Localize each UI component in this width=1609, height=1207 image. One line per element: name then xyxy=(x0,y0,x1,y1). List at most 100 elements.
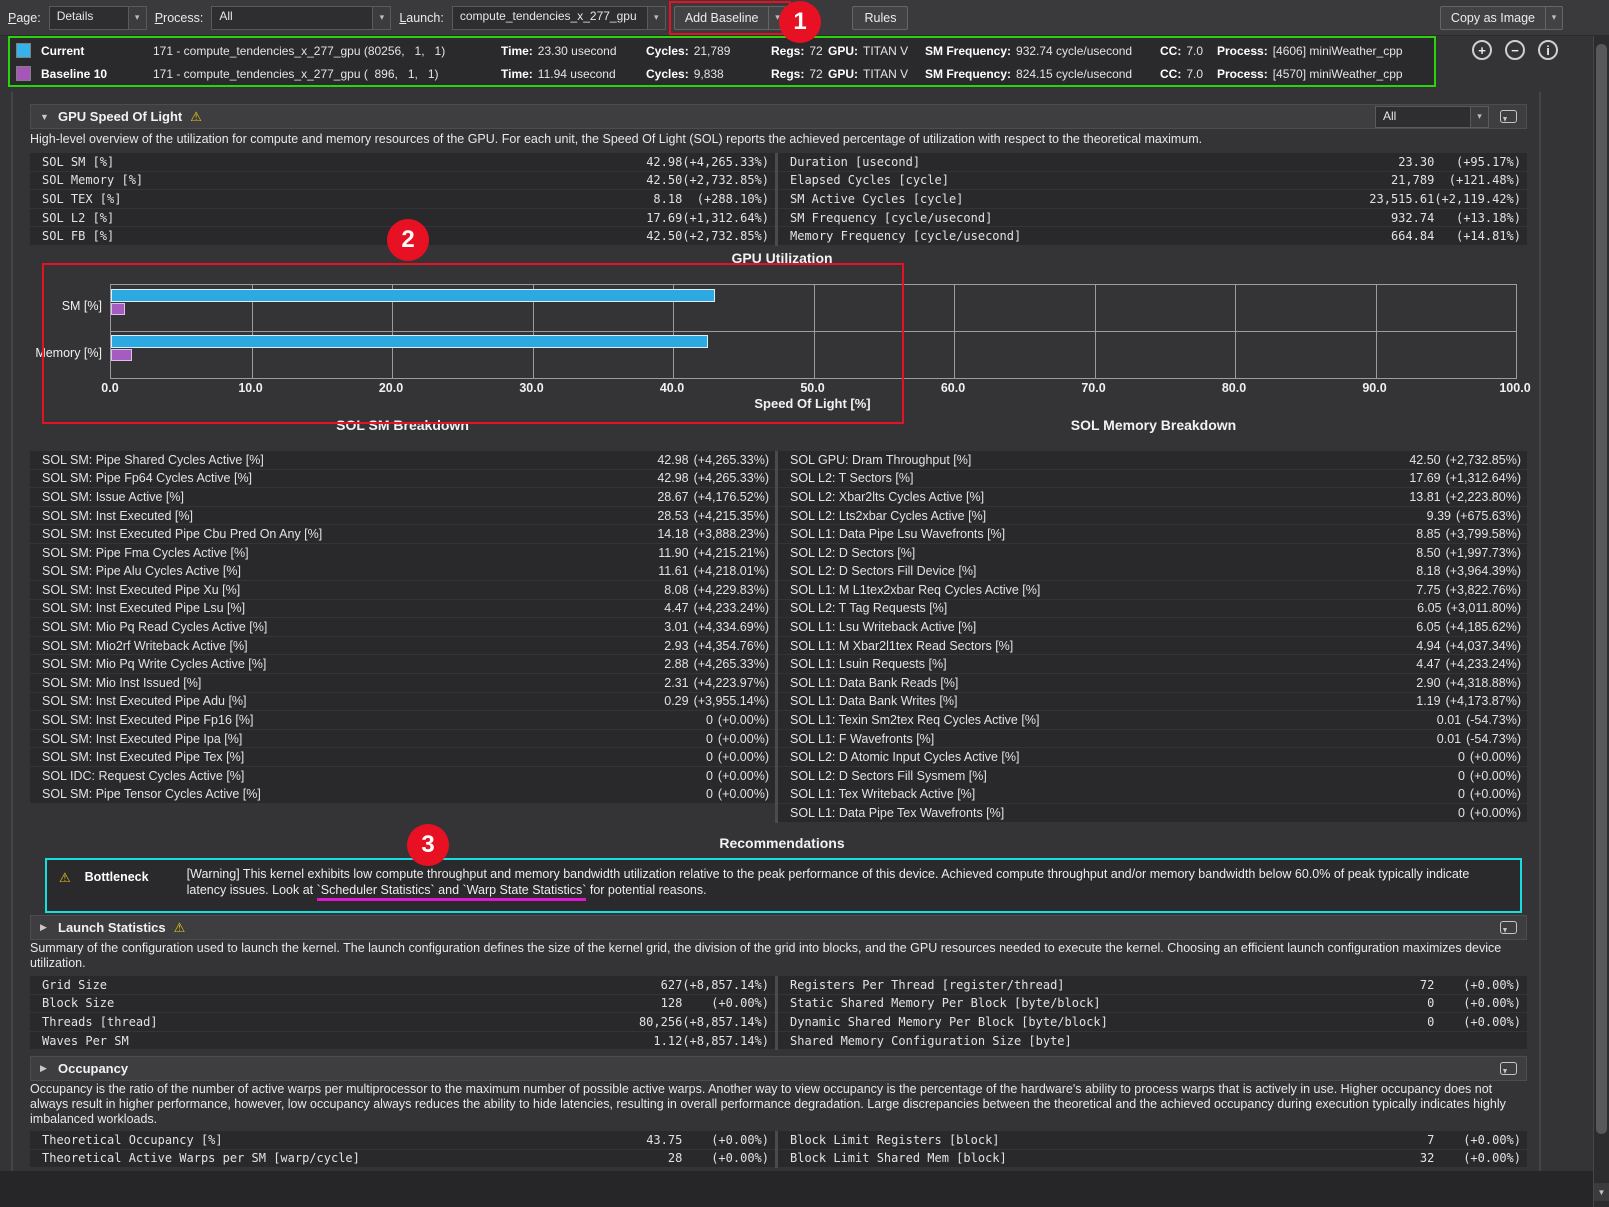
scroll-down-icon[interactable]: ▼ xyxy=(1594,1183,1609,1201)
zoom-out-icon[interactable]: − xyxy=(1505,40,1525,60)
current-kernel-row[interactable]: Current 171 - compute_tendencies_x_277_g… xyxy=(10,39,1434,62)
metric-delta: (+3,888.23%) xyxy=(693,527,769,542)
kernel-stat: GPU: TITAN V xyxy=(828,67,925,81)
chevron-down-icon[interactable]: ▾ xyxy=(1546,5,1563,30)
metric-label: Block Limit Shared Mem [block] xyxy=(790,1151,1007,1166)
table-divider xyxy=(775,451,778,823)
info-icon[interactable]: i xyxy=(1538,40,1558,60)
warp-state-statistics-link[interactable]: `Warp State Statistics` xyxy=(462,883,587,897)
stat-label: Process: xyxy=(1217,66,1268,81)
zoom-in-icon[interactable]: + xyxy=(1472,40,1492,60)
metric-label: SOL L1: Data Pipe Tex Wavefronts [%] xyxy=(790,805,1005,820)
metric-label: SM Frequency [cycle/usecond] xyxy=(790,210,993,225)
metric-value: 0 xyxy=(705,787,713,802)
metric-values: 9.39 (+675.63%) xyxy=(1427,509,1527,523)
comment-bubble-icon[interactable] xyxy=(1500,921,1517,934)
table-row: SOL L1: M Xbar2l1tex Read Sectors [%] 4.9… xyxy=(778,636,1527,655)
metric-value: 17.69 xyxy=(1409,471,1441,486)
collapse-arrow-icon[interactable]: ▶ xyxy=(40,922,47,932)
metric-delta: (+4,223.97%) xyxy=(693,675,769,690)
table-row: SOL L2: Xbar2lts Cycles Active [%] 13.81 (… xyxy=(778,488,1527,506)
baseline-color-swatch[interactable] xyxy=(16,66,31,81)
metric-delta: (+0.00%) xyxy=(1463,996,1521,1011)
metric-values: 0 (+0.00%) xyxy=(706,787,775,801)
metric-delta: (+121.48%) xyxy=(1448,173,1521,188)
metric-value: 42.50 xyxy=(646,173,683,188)
stat-value: 824.15 cycle/usecond xyxy=(1016,66,1133,81)
comment-bubble-icon[interactable] xyxy=(1500,110,1517,123)
rules-button[interactable]: Rules xyxy=(852,5,909,30)
metric-value: 2.90 xyxy=(1416,675,1441,690)
metric-values: 0.01 (-54.73%) xyxy=(1437,713,1527,727)
metric-value: 128 xyxy=(660,996,683,1011)
table-row: SOL SM: Inst Executed Pipe Cbu Pred On A… xyxy=(30,525,775,543)
metric-value: 8.08 xyxy=(664,582,689,597)
metric-delta: (+0.00%) xyxy=(1469,768,1521,783)
metric-value: 2.88 xyxy=(664,657,689,672)
table-row: SOL SM: Pipe Tensor Cycles Active [%] 0 (+… xyxy=(30,785,775,804)
current-color-swatch[interactable] xyxy=(16,43,31,58)
metric-delta: (+0.00%) xyxy=(1469,787,1521,802)
section-filter-dropdown[interactable]: All ▾ xyxy=(1375,105,1489,128)
add-baseline-label: Add Baseline xyxy=(673,5,770,30)
metric-value: 11.90 xyxy=(658,545,689,560)
page-dropdown[interactable]: Details ▾ xyxy=(48,5,147,30)
metric-label: Registers Per Thread [register/thread] xyxy=(790,977,1065,992)
metric-label: SOL L1: M L1tex2xbar Req Cycles Active [… xyxy=(790,582,1041,597)
chevron-down-icon[interactable]: ▾ xyxy=(646,6,665,29)
stat-label: GPU: xyxy=(828,43,858,58)
metric-value: 28.53 xyxy=(657,508,689,523)
sol-memory-breakdown-table: SOL GPU: Dram Throughput [%] 42.50 (+2,732… xyxy=(778,451,1527,823)
kernel-name: 171 - compute_tendencies_x_277_gpu ( 896… xyxy=(153,66,439,81)
vertical-scrollbar[interactable]: ▼ xyxy=(1593,36,1609,1207)
section-header-launch-statistics[interactable]: ▶ Launch Statistics ⚠ xyxy=(30,915,1527,940)
chevron-down-icon[interactable]: ▾ xyxy=(1470,106,1488,127)
chevron-down-icon[interactable]: ▾ xyxy=(372,6,391,29)
launch-dropdown[interactable]: compute_tendencies_x_277_gpu ▾ xyxy=(451,5,666,30)
collapse-arrow-icon[interactable]: ▼ xyxy=(40,111,49,122)
metric-label: SOL L1: Data Bank Writes [%] xyxy=(790,694,958,709)
scheduler-statistics-link[interactable]: `Scheduler Statistics` xyxy=(316,883,435,897)
copy-as-image-button[interactable]: Copy as Image ▾ xyxy=(1439,5,1563,30)
section-header-gpu-speed-of-light[interactable]: ▼ GPU Speed Of Light ⚠ All ▾ xyxy=(30,104,1527,129)
metric-label: SOL L1: Texin Sm2tex Req Cycles Active [… xyxy=(790,712,1040,727)
copy-as-image-label: Copy as Image xyxy=(1439,5,1546,30)
table-row: SOL TEX [%] 8.18 (+288.10%) xyxy=(30,190,775,208)
metric-label: SOL L1: Tex Writeback Active [%] xyxy=(790,787,976,802)
chevron-down-icon[interactable]: ▾ xyxy=(127,6,146,29)
chart-x-tick-label: 0.0 xyxy=(101,381,119,395)
table-row: SOL SM: Issue Active [%] 28.67 (+4,176.52%… xyxy=(30,488,775,506)
metric-label: Static Shared Memory Per Block [byte/blo… xyxy=(790,996,1101,1011)
metric-value: 11.61 xyxy=(658,564,689,579)
comment-bubble-icon[interactable] xyxy=(1500,1062,1517,1075)
section-header-occupancy[interactable]: ▶ Occupancy xyxy=(30,1056,1527,1081)
scrollbar-thumb[interactable] xyxy=(1596,44,1607,1134)
metric-delta: (+4,173.87%) xyxy=(1445,694,1521,709)
table-row: SOL SM [%] 42.98 (+4,265.33%) xyxy=(30,153,775,171)
add-baseline-button[interactable]: Add Baseline ▾ xyxy=(673,5,787,30)
table-row: SOL SM: Mio Inst Issued [%] 2.31 (+4,223.9… xyxy=(30,673,775,692)
current-bar xyxy=(111,288,715,302)
stat-value: [4570] miniWeather_cpp xyxy=(1272,66,1403,81)
metric-delta: (+13.18%) xyxy=(1455,210,1521,225)
metric-value: 4.94 xyxy=(1416,638,1441,653)
chevron-down-icon[interactable]: ▾ xyxy=(769,5,787,30)
metric-values: 0 (+0.00%) xyxy=(706,732,775,746)
metric-label: SOL SM: Mio Inst Issued [%] xyxy=(42,675,202,690)
kernel-stat: CC: 7.0 xyxy=(1160,44,1217,58)
chart-x-tick-label: 80.0 xyxy=(1221,381,1247,395)
table-row: SOL SM: Inst Executed Pipe Adu [%] 0.29 (+… xyxy=(30,692,775,711)
table-row: SOL L1: Data Bank Writes [%] 1.19 (+4,173.… xyxy=(778,692,1527,711)
process-dropdown[interactable]: All ▾ xyxy=(211,5,392,30)
metric-delta: (+4,354.76%) xyxy=(693,638,769,653)
stat-label: Cycles: xyxy=(646,66,689,81)
table-row: SOL L1: Lsuin Requests [%] 4.47 (+4,233.24… xyxy=(778,655,1527,674)
metric-value: 0 xyxy=(1457,750,1465,765)
table-divider xyxy=(775,1131,778,1169)
baseline-kernel-row[interactable]: Baseline 10 171 - compute_tendencies_x_2… xyxy=(10,62,1434,85)
metric-value: 80,256 xyxy=(638,1015,683,1029)
warning-icon: ⚠ xyxy=(173,920,186,935)
metric-label: Block Size xyxy=(42,996,115,1011)
metric-delta: (+0.00%) xyxy=(1463,1151,1521,1166)
collapse-arrow-icon[interactable]: ▶ xyxy=(40,1063,47,1073)
